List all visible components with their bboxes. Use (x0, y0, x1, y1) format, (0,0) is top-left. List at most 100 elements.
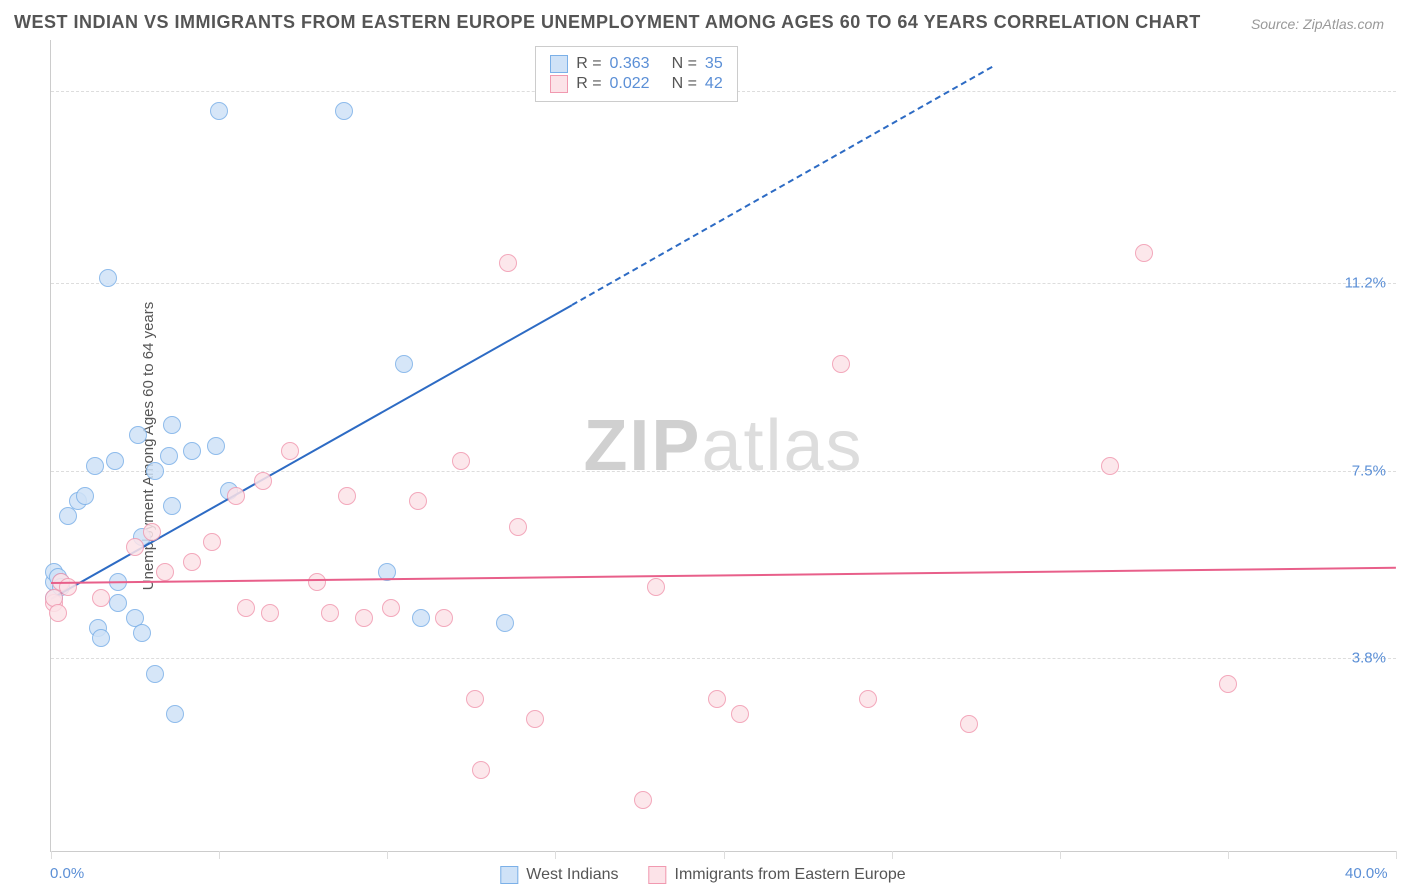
scatter-point (395, 355, 413, 373)
scatter-point (109, 594, 127, 612)
scatter-point (237, 599, 255, 617)
scatter-point (126, 538, 144, 556)
scatter-point (106, 452, 124, 470)
watermark-bold: ZIP (583, 406, 701, 486)
stats-r-value: 0.363 (610, 55, 650, 73)
chart-legend: West Indians Immigrants from Eastern Eur… (500, 866, 905, 884)
scatter-point (92, 629, 110, 647)
scatter-point (355, 609, 373, 627)
scatter-point (338, 487, 356, 505)
stats-n-label: N = (672, 75, 697, 93)
scatter-point (92, 589, 110, 607)
watermark-text: ZIPatlas (583, 405, 863, 487)
gridline-vertical (1396, 851, 1397, 859)
scatter-point (146, 462, 164, 480)
scatter-point (261, 604, 279, 622)
gridline-vertical (724, 851, 725, 859)
stats-n-value: 35 (705, 55, 723, 73)
legend-item: Immigrants from Eastern Europe (649, 866, 906, 884)
gridline-vertical (1060, 851, 1061, 859)
y-tick-label: 11.2% (1345, 275, 1386, 292)
x-tick-label: 40.0% (1345, 865, 1388, 882)
gridline-vertical (51, 851, 52, 859)
legend-swatch-icon (500, 866, 518, 884)
x-tick-label: 0.0% (50, 865, 84, 882)
y-tick-label: 3.8% (1352, 650, 1386, 667)
stats-swatch-icon (550, 75, 568, 93)
scatter-point (254, 472, 272, 490)
scatter-point (133, 624, 151, 642)
scatter-point (156, 563, 174, 581)
scatter-point (435, 609, 453, 627)
stats-n-value: 42 (705, 75, 723, 93)
scatter-point (160, 447, 178, 465)
legend-label: West Indians (526, 866, 618, 884)
scatter-point (526, 710, 544, 728)
scatter-point (409, 492, 427, 510)
scatter-point (99, 269, 117, 287)
scatter-point (452, 452, 470, 470)
scatter-point (1219, 675, 1237, 693)
scatter-point (382, 599, 400, 617)
gridline-horizontal (51, 283, 1396, 284)
trend-line (51, 304, 573, 600)
scatter-point (832, 355, 850, 373)
correlation-stats-box: R = 0.363 N = 35 R = 0.022 N = 42 (535, 46, 738, 102)
scatter-point (146, 665, 164, 683)
scatter-point (634, 791, 652, 809)
scatter-point (412, 609, 430, 627)
scatter-point (129, 426, 147, 444)
scatter-point (859, 690, 877, 708)
scatter-point (210, 102, 228, 120)
gridline-vertical (555, 851, 556, 859)
scatter-point (76, 487, 94, 505)
scatter-point (203, 533, 221, 551)
scatter-point (960, 715, 978, 733)
stats-r-label: R = (576, 55, 601, 73)
gridline-vertical (219, 851, 220, 859)
scatter-point (472, 761, 490, 779)
scatter-point (59, 507, 77, 525)
scatter-point (163, 497, 181, 515)
chart-title: WEST INDIAN VS IMMIGRANTS FROM EASTERN E… (14, 12, 1201, 33)
scatter-point (1135, 244, 1153, 262)
scatter-point (321, 604, 339, 622)
gridline-vertical (892, 851, 893, 859)
scatter-point (708, 690, 726, 708)
stats-r-label: R = (576, 75, 601, 93)
stats-r-value: 0.022 (610, 75, 650, 93)
scatter-point (647, 578, 665, 596)
scatter-point (183, 553, 201, 571)
scatter-point (1101, 457, 1119, 475)
scatter-point (143, 523, 161, 541)
y-tick-label: 7.5% (1352, 462, 1386, 479)
legend-swatch-icon (649, 866, 667, 884)
stats-swatch-icon (550, 55, 568, 73)
stats-row: R = 0.022 N = 42 (550, 75, 723, 93)
legend-item: West Indians (500, 866, 618, 884)
scatter-point (496, 614, 514, 632)
scatter-point (163, 416, 181, 434)
scatter-point (207, 437, 225, 455)
scatter-point (335, 102, 353, 120)
scatter-point (49, 604, 67, 622)
gridline-vertical (387, 851, 388, 859)
scatter-point (183, 442, 201, 460)
scatter-point (466, 690, 484, 708)
stats-row: R = 0.363 N = 35 (550, 55, 723, 73)
scatter-point (281, 442, 299, 460)
legend-label: Immigrants from Eastern Europe (675, 866, 906, 884)
scatter-point (499, 254, 517, 272)
gridline-horizontal (51, 471, 1396, 472)
scatter-point (509, 518, 527, 536)
scatter-point (166, 705, 184, 723)
scatter-chart: ZIPatlas 3.8% 7.5% 11.2% R = 0.363 N = 35 R = 0.… (50, 40, 1396, 852)
scatter-point (308, 573, 326, 591)
gridline-vertical (1228, 851, 1229, 859)
scatter-point (86, 457, 104, 475)
gridline-horizontal (51, 658, 1396, 659)
scatter-point (227, 487, 245, 505)
scatter-point (731, 705, 749, 723)
stats-n-label: N = (672, 55, 697, 73)
watermark-light: atlas (701, 406, 863, 486)
